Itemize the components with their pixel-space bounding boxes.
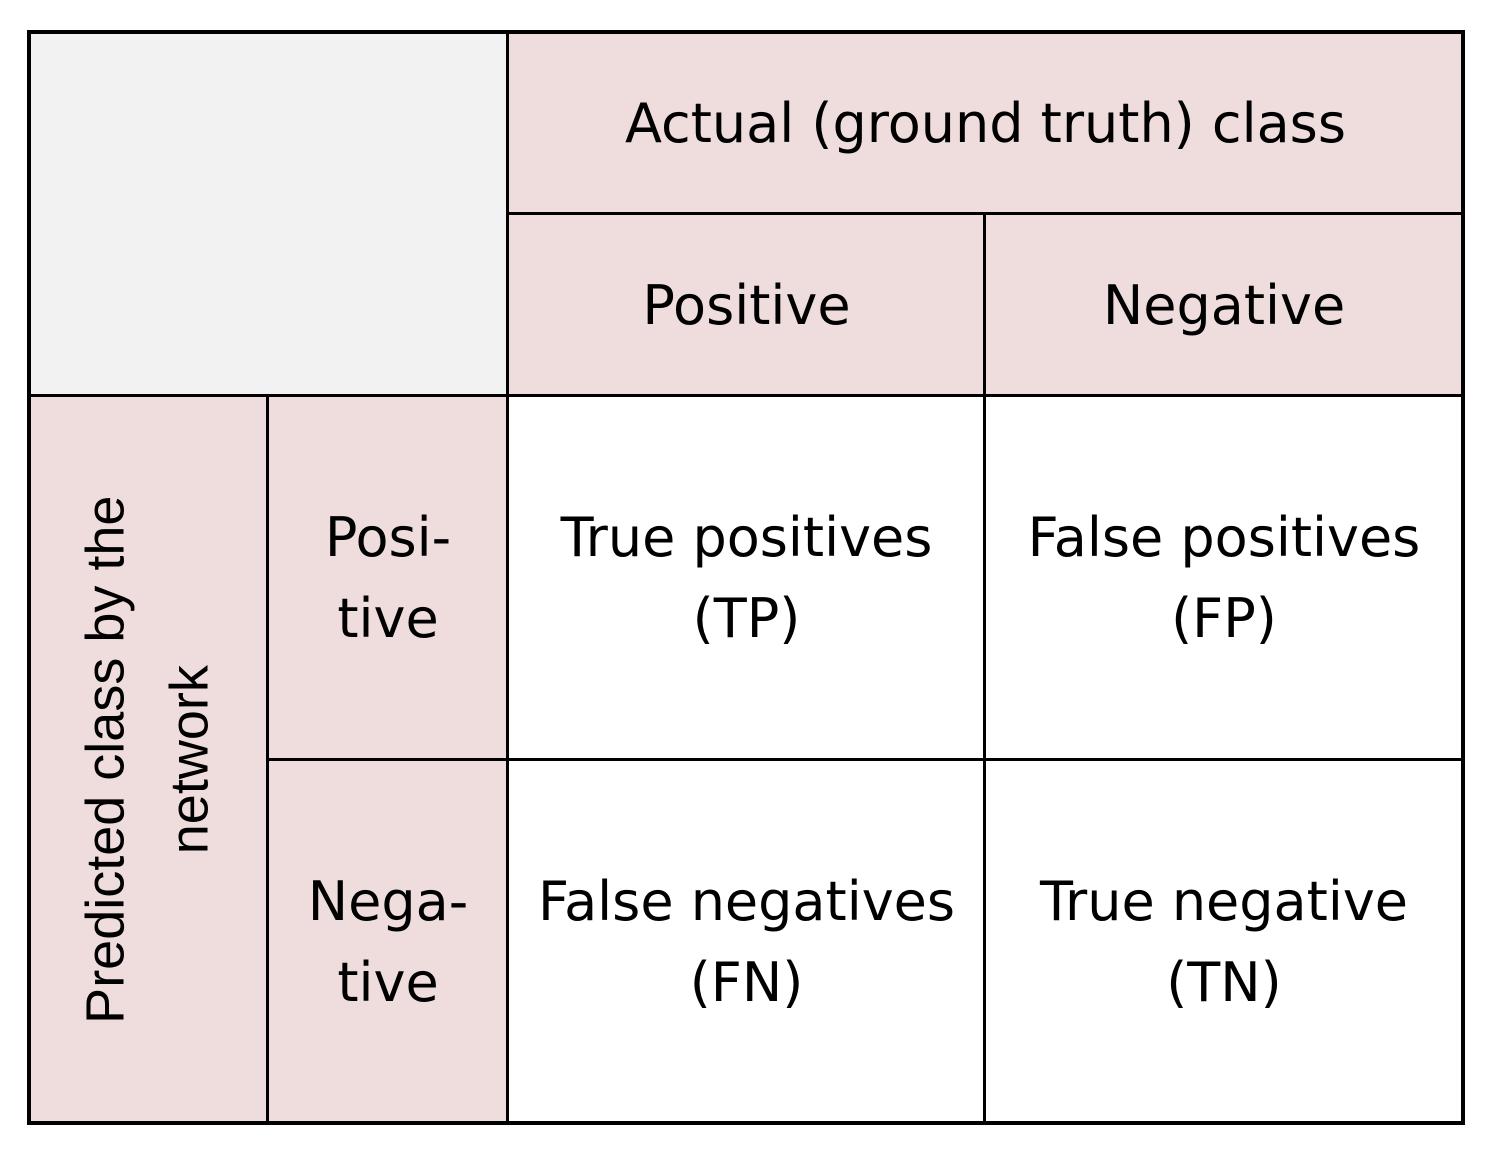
grid-line-bottom (27, 1121, 1465, 1125)
false-negatives-line2: (FN) (689, 950, 804, 1014)
predicted-class-header (29, 396, 268, 1123)
false-positives-line1: False positives (1027, 506, 1421, 569)
predicted-negative-line1: Nega- (307, 869, 469, 933)
predicted-class-label-line1: Predicted class by the (75, 495, 136, 1024)
actual-positive-label: Positive (642, 273, 851, 337)
predicted-positive-line2: tive (337, 587, 439, 650)
predicted-positive-line1: Posi- (324, 506, 452, 569)
true-positives-line1: True positives (560, 506, 933, 569)
grid-line-h-main (29, 394, 1463, 397)
actual-negative-header: Negative (985, 214, 1463, 396)
false-positives-line2: (FP) (1171, 587, 1277, 650)
predicted-positive-header: Posi- tive (268, 396, 508, 760)
predicted-class-label: Predicted class by the network (65, 495, 232, 1023)
grid-line-v-main (506, 32, 509, 1123)
predicted-negative-line2: tive (337, 950, 439, 1014)
actual-class-label: Actual (ground truth) class (625, 91, 1346, 155)
grid-line-left (27, 30, 31, 1125)
grid-line-h-rows (268, 758, 1463, 761)
false-negatives-cell: False negatives (FN) (508, 760, 985, 1123)
actual-negative-label: Negative (1102, 273, 1346, 337)
true-positives-line2: (TP) (692, 587, 801, 650)
actual-class-header: Actual (ground truth) class (508, 32, 1463, 214)
grid-line-v-actual (983, 214, 986, 1123)
actual-positive-header: Positive (508, 214, 985, 396)
grid-line-h-header (508, 212, 1463, 215)
true-positives-cell: True positives (TP) (508, 396, 985, 760)
grid-line-v-predicted (266, 396, 269, 1123)
false-negatives-line1: False negatives (537, 869, 956, 933)
predicted-class-label-wrap: Predicted class by the network (29, 396, 268, 1123)
corner-cell (29, 32, 508, 396)
false-positives-cell: False positives (FP) (985, 396, 1463, 760)
grid-line-top (27, 30, 1465, 34)
grid-line-right (1461, 30, 1465, 1125)
true-negative-cell: True negative (TN) (985, 760, 1463, 1123)
true-negative-line1: True negative (1039, 869, 1409, 933)
predicted-class-label-line2: network (159, 664, 220, 855)
predicted-negative-header: Nega- tive (268, 760, 508, 1123)
true-negative-line2: (TN) (1166, 950, 1282, 1014)
